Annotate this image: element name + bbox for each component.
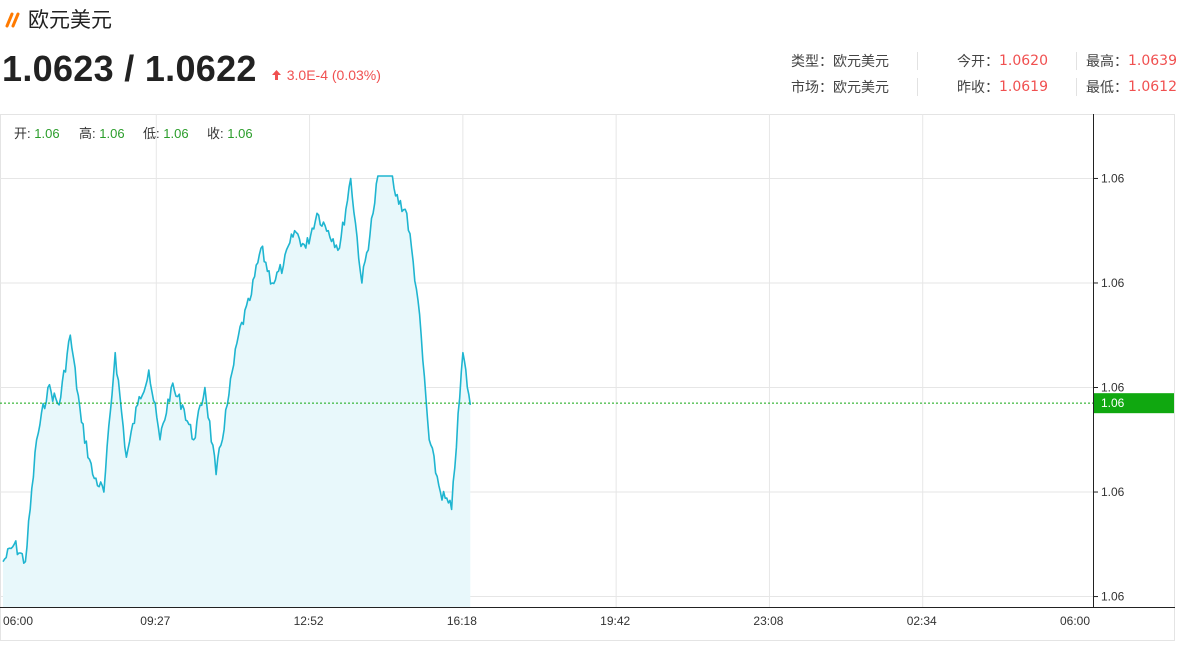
ohlc-close-value: 1.06 xyxy=(227,126,252,141)
info-prev-close: 昨收： 1.0619 xyxy=(917,78,1076,96)
info-row-1: 类型： 欧元美元 今开： 1.0620 最高： 1.0639 xyxy=(739,48,1177,74)
slash-marks-icon xyxy=(5,12,20,28)
ohlc-high-label: 高: xyxy=(79,126,96,141)
price-line xyxy=(2,175,472,564)
svg-text:低: 1.06: 低: 1.06 xyxy=(143,126,189,141)
info-type-label: 类型： xyxy=(791,54,833,70)
x-tick-label: 12:52 xyxy=(294,614,324,628)
x-tick-label: 06:00 xyxy=(1060,614,1090,628)
ohlc-low-label: 低: xyxy=(143,126,160,141)
info-market-value: 欧元美元 xyxy=(833,80,889,96)
svg-text:收: 1.06: 收: 1.06 xyxy=(207,126,253,141)
page-title: 欧元美元 xyxy=(28,8,112,32)
x-tick-label: 02:34 xyxy=(907,614,937,628)
info-market-label: 市场： xyxy=(791,80,833,96)
title-row: 欧元美元 xyxy=(4,4,112,34)
info-type-value: 欧元美元 xyxy=(833,54,889,70)
info-low-value: 1.0612 xyxy=(1128,79,1177,95)
info-open-value: 1.0620 xyxy=(999,53,1048,69)
info-open-label: 今开： xyxy=(957,54,999,70)
y-tick-label: 1.06 xyxy=(1101,590,1125,604)
ohlc-close-label: 收: xyxy=(207,126,224,141)
info-high-label: 最高： xyxy=(1086,54,1128,70)
x-tick-label: 16:18 xyxy=(447,614,477,628)
info-low-label: 最低： xyxy=(1086,80,1128,96)
chart-area[interactable]: 1.06 1.06 1.06 1.06 1.06 06:00 09:27 12:52 16:1… xyxy=(0,114,1185,651)
current-price-tag xyxy=(1094,393,1174,414)
y-tick-label: 1.06 xyxy=(1101,276,1125,290)
y-tick-label: 1.06 xyxy=(1101,485,1125,499)
x-tick-label: 06:00 xyxy=(3,614,33,628)
svg-text:高: 1.06: 高: 1.06 xyxy=(79,126,125,141)
arrow-up-icon xyxy=(271,70,281,80)
x-axis: 06:00 09:27 12:52 16:18 19:42 23:08 02:34 06:00 xyxy=(3,614,1090,628)
ohlc-low-value: 1.06 xyxy=(163,126,188,141)
price-row: 1.0623 / 1.0622 3.0E-4 (0.03%) xyxy=(2,48,381,90)
info-high-value: 1.0639 xyxy=(1128,53,1177,69)
price-area-fill xyxy=(3,176,471,607)
ohlc-open-value: 1.06 xyxy=(34,126,59,141)
info-high: 最高： 1.0639 xyxy=(1076,52,1177,70)
info-row-2: 市场： 欧元美元 昨收： 1.0619 最低： 1.0612 xyxy=(739,74,1177,100)
bid-ask-price: 1.0623 / 1.0622 xyxy=(2,48,257,89)
info-prev-close-label: 昨收： xyxy=(957,80,999,96)
quote-info-panel: 类型： 欧元美元 今开： 1.0620 最高： 1.0639 市场： 欧元美元 … xyxy=(739,48,1177,100)
ohlc-high-value: 1.06 xyxy=(99,126,124,141)
info-low: 最低： 1.0612 xyxy=(1076,78,1177,96)
x-tick-label: 09:27 xyxy=(140,614,170,628)
info-type: 类型： 欧元美元 xyxy=(739,51,917,71)
info-open: 今开： 1.0620 xyxy=(917,52,1076,70)
y-tick-label: 1.06 xyxy=(1101,381,1125,395)
price-change: 3.0E-4 (0.03%) xyxy=(271,67,381,83)
y-tick-label: 1.06 xyxy=(1101,171,1125,185)
x-tick-label: 19:42 xyxy=(600,614,630,628)
svg-text:开: 1.06: 开: 1.06 xyxy=(14,126,60,141)
ohlc-open-label: 开: xyxy=(14,126,31,141)
y-axis: 1.061.061.061.061.06 xyxy=(1093,171,1125,604)
chart-frame xyxy=(0,114,1175,641)
x-tick-label: 23:08 xyxy=(753,614,783,628)
price-change-value: 3.0E-4 (0.03%) xyxy=(286,67,381,83)
info-market: 市场： 欧元美元 xyxy=(739,77,917,97)
info-prev-close-value: 1.0619 xyxy=(999,79,1048,95)
ohlc-legend: 开: 1.06 高: 1.06 低: 1.06 收: 1.06 xyxy=(14,126,253,141)
current-price-tag-label: 1.06 xyxy=(1101,396,1125,410)
intraday-chart[interactable]: 1.061.061.061.061.06 06:00 09:27 12:52 16:1… xyxy=(0,114,1185,651)
